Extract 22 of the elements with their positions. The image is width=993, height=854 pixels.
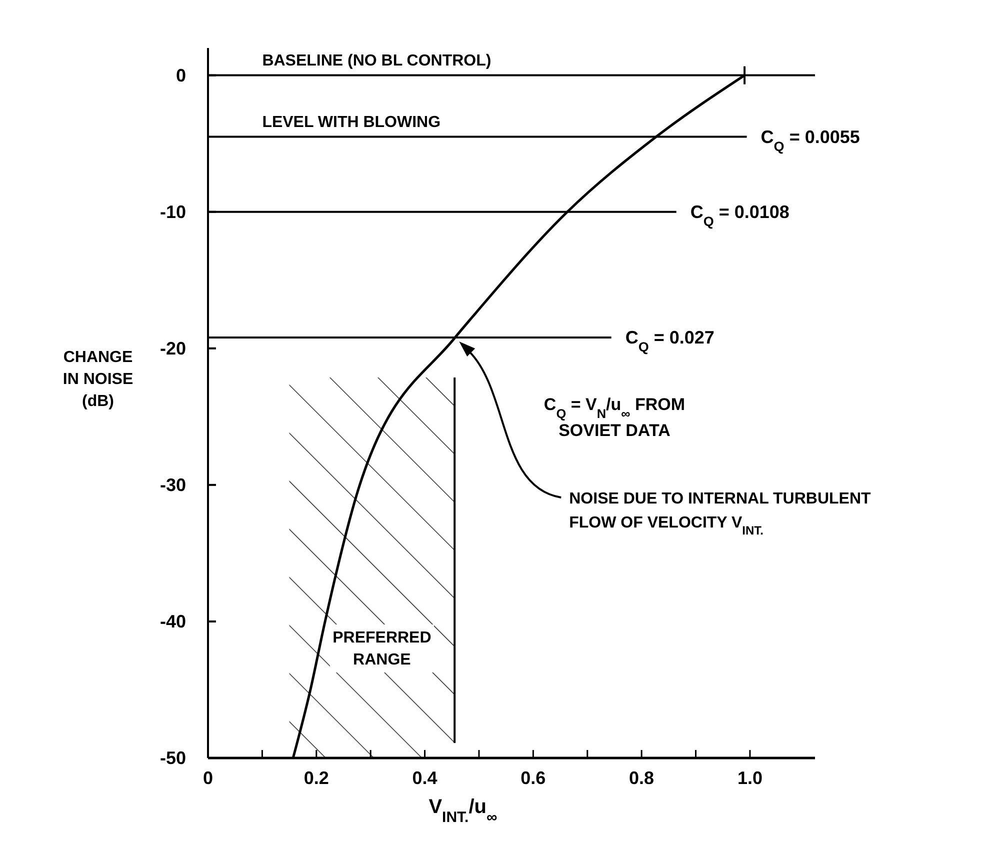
band-label: PREFERRED RANGE — [332, 629, 432, 668]
annotation: C$_{Q}$ = 0.0055 — [760, 126, 860, 154]
y-tick-label: 0 — [176, 65, 186, 86]
annotation: C$_{Q}$ = V$_{N}$/u$_{∞}$ FROM SOVIET DATA — [544, 394, 686, 440]
x-tick-label: 0 — [202, 768, 214, 788]
y-tick-label: -10 — [160, 202, 186, 222]
annotation: NOISE DUE TO INTERNAL TURBULENT FLOW OF VELOCITY V$_{INT.}$ — [569, 490, 872, 538]
x-tick-label: 0.8 — [629, 768, 654, 788]
x-tick-label: 0.2 — [304, 768, 329, 788]
x-axis-title: V$_{INT.}$/u$_{∞}$ — [428, 796, 498, 826]
x-tick-label: 1.0 — [737, 768, 762, 788]
x-tick-label: 0.6 — [520, 768, 546, 788]
y-tick-label: -50 — [160, 748, 186, 768]
y-tick-label: -40 — [160, 611, 186, 632]
y-axis-title: CHANGE IN NOISE (dB) — [62, 349, 134, 410]
annotation: C$_{Q}$ = 0.0108 — [690, 202, 790, 228]
y-tick-label: -20 — [160, 338, 186, 358]
y-tick-label: -30 — [160, 474, 186, 495]
annotation: C$_{Q}$ = 0.027 — [625, 327, 714, 354]
annotation: BASELINE (NO BL CONTROL) — [262, 52, 492, 70]
annotation: LEVEL WITH BLOWING — [262, 114, 441, 131]
x-tick-label: 0.4 — [412, 768, 438, 788]
